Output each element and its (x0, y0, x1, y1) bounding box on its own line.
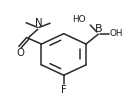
Text: N: N (35, 18, 42, 28)
Text: OH: OH (110, 29, 123, 38)
Text: F: F (61, 85, 67, 95)
Text: B: B (94, 24, 102, 34)
Text: O: O (16, 48, 24, 58)
Text: HO: HO (73, 15, 86, 24)
